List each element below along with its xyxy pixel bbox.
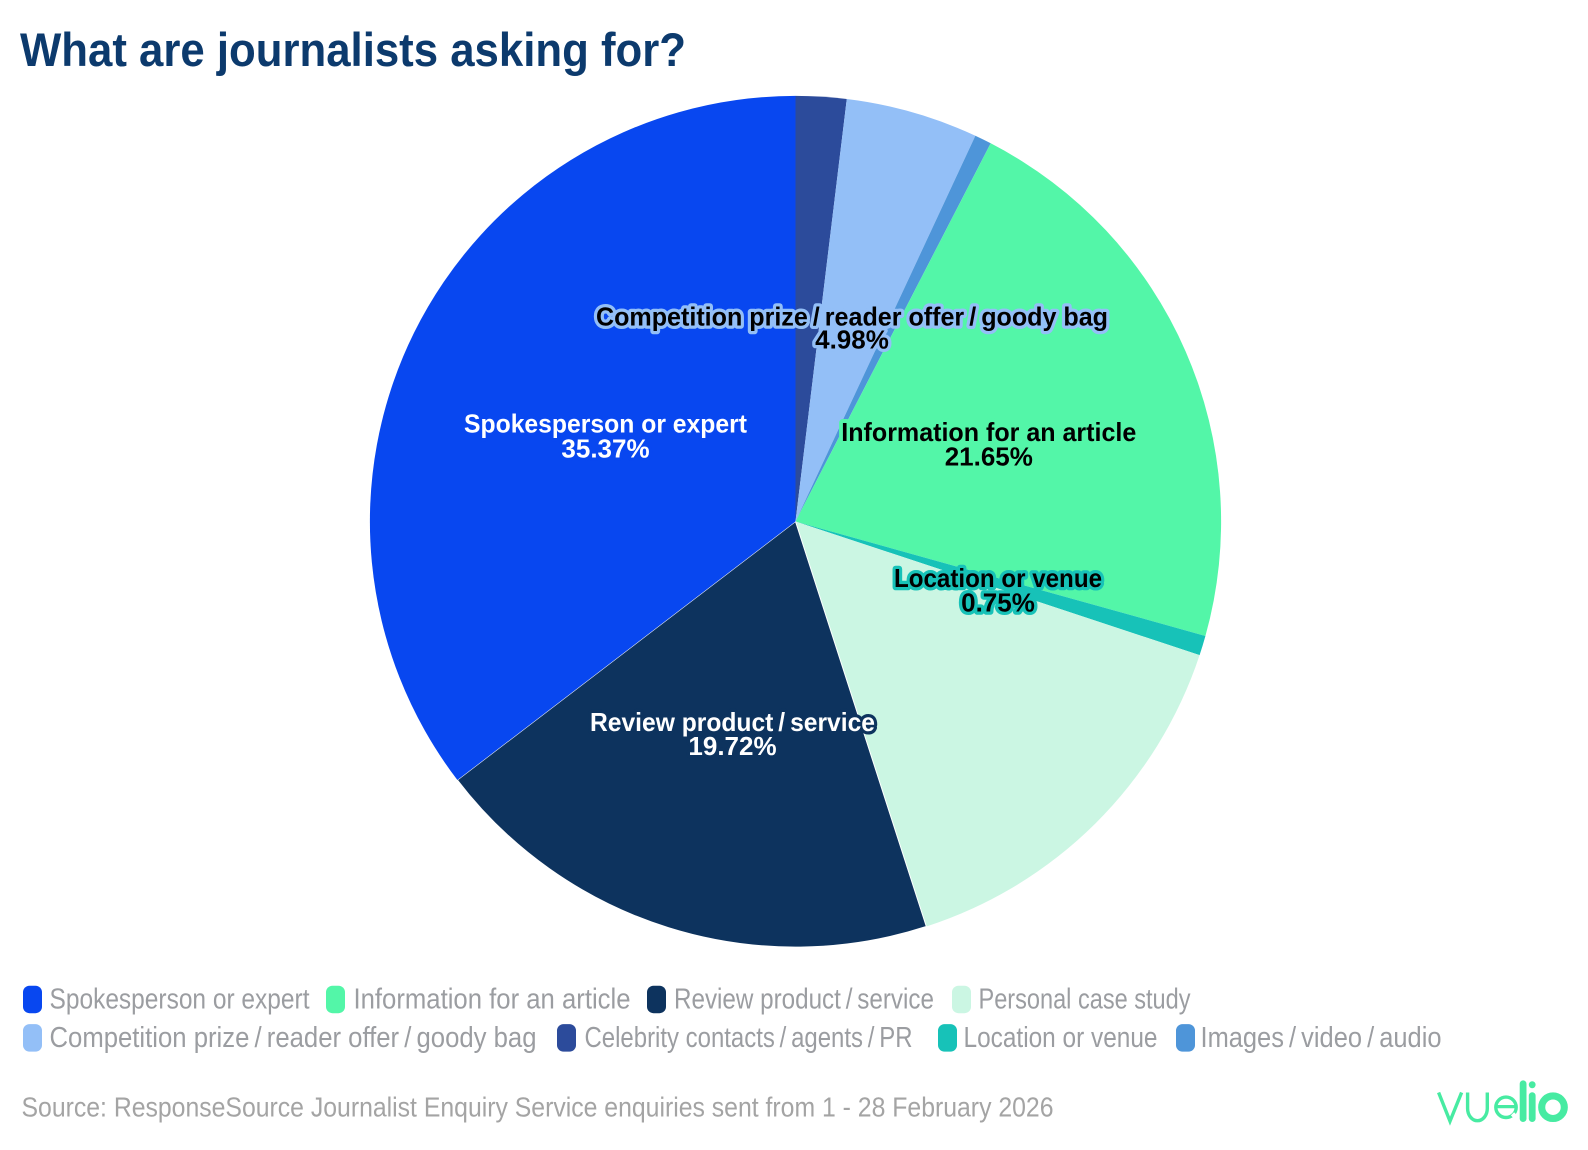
svg-text:Information for an article: Information for an article: [841, 417, 1136, 447]
svg-text:Personal case study: Personal case study: [979, 983, 1191, 1015]
svg-text:Spokesperson or expert: Spokesperson or expert: [464, 409, 747, 439]
svg-text:Information for an article: Information for an article: [354, 983, 631, 1015]
svg-text:0.75%: 0.75%: [961, 588, 1035, 618]
svg-text:Celebrity contacts / agents /: Celebrity contacts / agents / PR: [585, 1022, 913, 1054]
svg-text:4.98%: 4.98%: [815, 324, 889, 354]
svg-text:Competition prize / reader off: Competition prize / reader offer / goody…: [50, 1022, 537, 1054]
svg-text:Competition prize / reader off: Competition prize / reader offer / goody…: [596, 301, 1108, 331]
svg-text:Spokesperson or expert: Spokesperson or expert: [50, 983, 310, 1015]
svg-text:Location or venue: Location or venue: [964, 1022, 1158, 1054]
svg-text:35.37%: 35.37%: [561, 433, 649, 463]
svg-text:Location or venue: Location or venue: [894, 563, 1102, 593]
svg-text:Source: ResponseSource Journal: Source: ResponseSource Journalist Enquir…: [22, 1092, 1054, 1123]
svg-text:Review product / service: Review product / service: [590, 707, 875, 737]
svg-text:Images / video / audio: Images / video / audio: [1201, 1022, 1442, 1054]
svg-text:Review product / service: Review product / service: [674, 983, 934, 1015]
svg-text:19.72%: 19.72%: [688, 731, 776, 761]
svg-text:21.65%: 21.65%: [945, 441, 1033, 471]
svg-text:What are journalists asking fo: What are journalists asking for?: [20, 23, 686, 76]
